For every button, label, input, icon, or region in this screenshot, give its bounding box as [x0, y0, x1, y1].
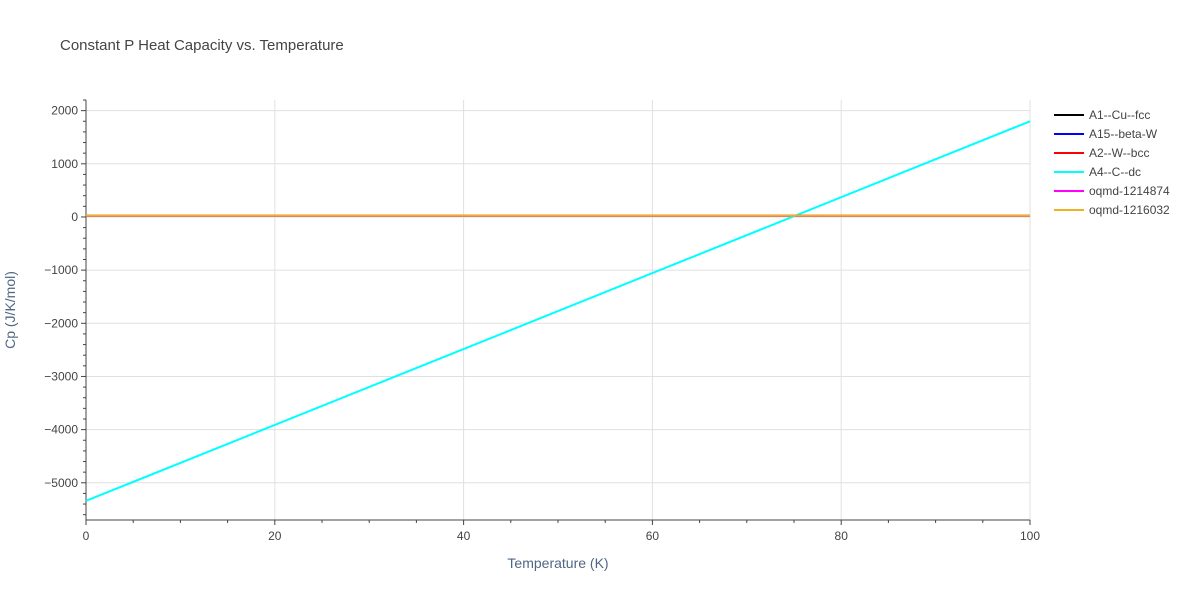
- chart-title: Constant P Heat Capacity vs. Temperature: [60, 37, 344, 54]
- grid: [86, 100, 1031, 520]
- axes: [81, 99, 1031, 525]
- y-tick-label: −3000: [44, 369, 78, 383]
- legend-label: oqmd-1214874: [1089, 184, 1170, 198]
- x-tick-label: 0: [83, 529, 90, 543]
- legend-label: A1--Cu--fcc: [1089, 108, 1150, 122]
- y-tick-label: −4000: [44, 423, 78, 437]
- x-tick-label: 60: [646, 529, 660, 543]
- y-axis-ticks: 2000 1000 0 −1000 −2000 −3000 −4000 −5000: [44, 104, 78, 490]
- legend-item[interactable]: oqmd-1214874: [1054, 184, 1170, 198]
- x-axis-title: Temperature (K): [507, 555, 608, 571]
- y-axis-title: Cp (J/K/mol): [2, 271, 18, 349]
- legend-label: oqmd-1216032: [1089, 203, 1170, 217]
- y-tick-label: 1000: [51, 157, 78, 171]
- x-tick-label: 80: [835, 529, 849, 543]
- x-tick-label: 40: [457, 529, 471, 543]
- y-tick-label: −1000: [44, 263, 78, 277]
- legend-label: A15--beta-W: [1089, 127, 1158, 141]
- y-tick-label: −5000: [44, 476, 78, 490]
- x-axis-ticks: 0 20 40 60 80 100: [83, 529, 1041, 543]
- legend-item[interactable]: oqmd-1216032: [1054, 203, 1170, 217]
- series-lines: [85, 120, 1031, 502]
- y-tick-label: 2000: [51, 104, 78, 118]
- series-line: [85, 120, 1031, 502]
- x-tick-label: 100: [1020, 529, 1040, 543]
- y-tick-label: −2000: [44, 316, 78, 330]
- legend-item[interactable]: A1--Cu--fcc: [1054, 108, 1150, 122]
- legend-label: A4--C--dc: [1089, 165, 1141, 179]
- legend-item[interactable]: A2--W--bcc: [1054, 146, 1149, 160]
- y-tick-label: 0: [71, 210, 78, 224]
- legend-label: A2--W--bcc: [1089, 146, 1149, 160]
- legend[interactable]: A1--Cu--fcc A15--beta-W A2--W--bcc A4--C--d…: [1054, 108, 1170, 217]
- legend-item[interactable]: A15--beta-W: [1054, 127, 1158, 141]
- x-tick-label: 20: [268, 529, 282, 543]
- legend-item[interactable]: A4--C--dc: [1054, 165, 1141, 179]
